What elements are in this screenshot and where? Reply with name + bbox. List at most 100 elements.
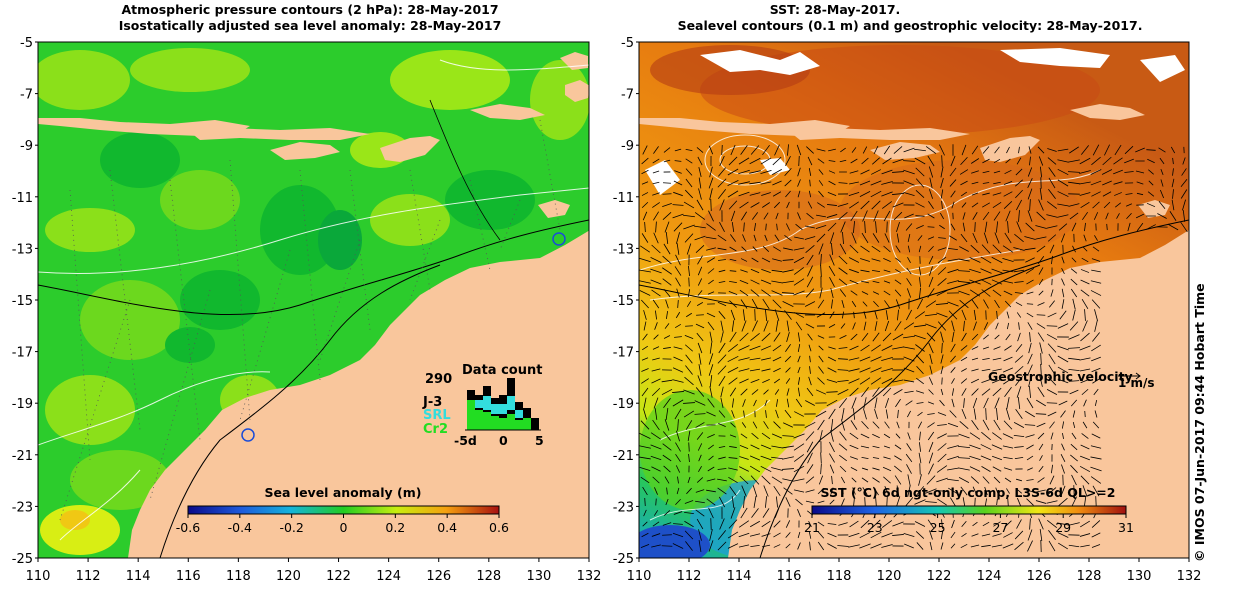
velocity-arrow [1002,543,1014,549]
velocity-arrow [642,333,648,341]
velocity-arrow [895,257,901,263]
velocity-arrow [850,210,858,222]
velocity-arrow [685,420,693,430]
velocity-arrow [860,344,870,352]
velocity-arrow [1171,199,1175,211]
velocity-arrow [1093,212,1099,220]
velocity-arrow [793,312,805,318]
velocity-arrow [1057,355,1069,363]
velocity-arrow [1080,378,1090,384]
velocity-arrow [859,191,871,197]
velocity-arrow [1047,148,1057,152]
velocity-arrow [1036,323,1046,329]
velocity-arrow [837,389,849,395]
y-tick-label: -19 [12,397,33,412]
velocity-arrow [881,532,893,538]
velocity-arrow [947,301,959,307]
velocity-arrow [771,476,783,484]
y-tick-label: -9 [20,139,33,154]
velocity-arrow [793,433,805,439]
velocity-arrow [805,431,815,441]
x-tick-label: 118 [226,569,251,584]
velocity-arrow [971,388,979,396]
velocity-arrow [675,498,681,506]
velocity-arrow [773,421,781,429]
tide-gauge-marker [552,232,566,246]
velocity-arrow [925,146,937,154]
velocity-arrow [697,290,703,296]
velocity-arrow [774,234,780,242]
velocity-arrow [771,445,783,449]
velocity-arrow [1090,466,1102,472]
velocity-arrow [666,311,668,319]
velocity-arrow [903,147,915,153]
velocity-arrow [1005,333,1011,341]
velocity-arrow [752,421,758,429]
velocity-arrow [652,357,660,361]
velocity-arrow [672,543,684,549]
velocity-arrow [685,178,693,188]
velocity-arrow [1017,397,1021,409]
velocity-arrow [641,201,649,209]
velocity-arrow [1007,221,1009,233]
velocity-arrow [848,257,860,263]
velocity-arrow [851,147,857,153]
velocity-arrow [1014,541,1024,551]
velocity-arrow [1006,397,1010,409]
y-tick-label: -17 [613,346,634,361]
velocity-arrow [1068,368,1080,372]
velocity-arrow [1037,332,1045,342]
velocity-arrow [804,301,816,307]
velocity-arrow [881,544,893,548]
velocity-arrow [1015,189,1023,199]
velocity-arrow [674,266,682,276]
velocity-arrow [1101,169,1113,175]
velocity-arrow [818,190,824,198]
velocity-arrow [817,487,825,495]
velocity-arrow [850,290,858,296]
velocity-arrow [863,311,867,319]
velocity-arrow [684,520,694,528]
velocity-arrow [883,257,891,263]
velocity-arrow [1091,532,1101,538]
velocity-arrow [959,421,969,429]
velocity-arrow [853,311,855,319]
velocity-arrow [675,465,681,473]
velocity-arrow [1058,497,1068,507]
velocity-arrow [859,356,871,362]
velocity-arrow [897,309,899,321]
right-y-axis: -5-7-9-11-13-15-17-19-21-23-25 [613,36,639,567]
velocity-arrow [654,408,658,420]
velocity-arrow [864,497,866,507]
velocity-arrow [940,530,944,540]
velocity-arrow [706,411,716,417]
velocity-arrow [1068,357,1080,361]
velocity-arrow [772,156,782,166]
velocity-arrow [981,378,991,384]
velocity-arrow [961,309,967,321]
velocity-arrow [771,280,783,284]
velocity-arrow [972,486,978,496]
velocity-arrow [873,210,879,222]
velocity-arrow [662,278,672,286]
velocity-arrow [829,311,835,319]
velocity-arrow [983,334,989,340]
velocity-arrow [641,368,649,372]
velocity-arrow [925,501,937,503]
velocity-arrow [761,192,771,196]
left-y-axis: -5-7-9-11-13-15-17-19-21-23-25 [12,36,38,567]
velocity-arrow [666,487,668,495]
velocity-arrow [641,299,649,309]
velocity-arrow [805,323,815,329]
velocity-arrow [728,467,738,471]
velocity-arrow [848,357,860,361]
velocity-arrow [1013,247,1025,251]
velocity-arrow [652,170,660,174]
velocity-arrow [870,180,882,186]
velocity-arrow [925,313,937,317]
velocity-arrow [804,421,816,429]
data-count-bars [467,378,539,430]
velocity-arrow [795,398,803,408]
velocity-arrow [1091,269,1101,273]
velocity-arrow [831,475,833,485]
